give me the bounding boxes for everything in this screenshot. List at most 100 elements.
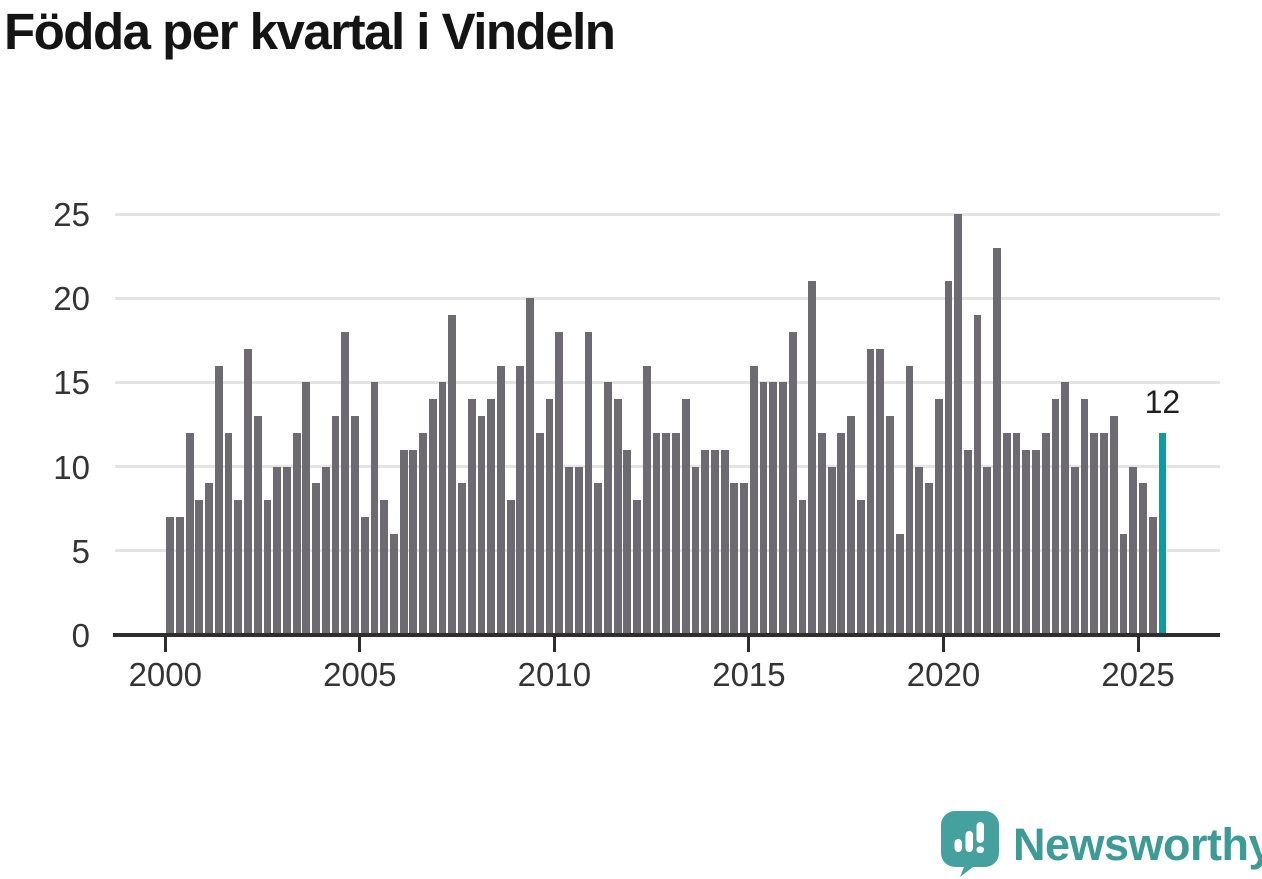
bar bbox=[594, 483, 603, 635]
bar bbox=[749, 365, 758, 635]
x-axis-tick bbox=[163, 637, 167, 652]
bar bbox=[302, 382, 311, 635]
bar bbox=[244, 348, 252, 635]
bar bbox=[1002, 432, 1011, 635]
x-axis-label: 2010 bbox=[517, 656, 592, 693]
bar bbox=[458, 483, 466, 635]
bar bbox=[1051, 399, 1060, 635]
bar bbox=[847, 416, 856, 635]
bar bbox=[399, 449, 408, 635]
bar bbox=[253, 416, 262, 635]
value-annotation: 12 bbox=[1144, 383, 1181, 420]
x-axis-label: 2005 bbox=[323, 656, 397, 693]
y-axis-label: 5 bbox=[71, 532, 90, 570]
bar bbox=[1129, 466, 1138, 635]
bar bbox=[195, 500, 204, 635]
bar bbox=[438, 382, 447, 635]
bar bbox=[574, 466, 583, 635]
bar bbox=[467, 399, 476, 635]
bar bbox=[166, 517, 175, 635]
bar bbox=[779, 382, 787, 635]
bar bbox=[652, 432, 661, 635]
bar bbox=[730, 483, 739, 635]
bar bbox=[273, 466, 282, 635]
bar bbox=[662, 432, 671, 635]
highlighted-bar bbox=[1158, 432, 1167, 635]
bar bbox=[613, 399, 622, 635]
bar bbox=[185, 432, 194, 635]
bar bbox=[711, 449, 719, 635]
newsworthy-icon bbox=[941, 811, 999, 877]
x-axis-label: 2015 bbox=[712, 656, 786, 693]
bar bbox=[808, 281, 817, 635]
bar bbox=[321, 466, 330, 635]
bar bbox=[205, 483, 213, 635]
bar bbox=[954, 214, 963, 635]
bar bbox=[973, 315, 982, 635]
bar bbox=[1148, 517, 1157, 635]
bar bbox=[827, 466, 836, 635]
bar bbox=[360, 517, 369, 635]
brand-name: Newsworthy bbox=[1013, 818, 1262, 870]
bar bbox=[925, 483, 933, 635]
bar bbox=[584, 331, 593, 635]
bar bbox=[214, 365, 223, 635]
bar bbox=[224, 432, 233, 635]
bar bbox=[292, 432, 301, 635]
bar bbox=[604, 382, 612, 635]
bar bbox=[1080, 399, 1089, 635]
bar bbox=[1109, 416, 1118, 635]
bar bbox=[769, 382, 778, 635]
y-axis-label: 0 bbox=[71, 617, 90, 654]
bar bbox=[1032, 449, 1040, 635]
y-axis-label: 20 bbox=[53, 280, 90, 318]
bar bbox=[506, 500, 515, 635]
bar bbox=[1070, 466, 1079, 635]
bar bbox=[1012, 432, 1021, 635]
bar bbox=[526, 298, 534, 635]
bar bbox=[176, 517, 184, 635]
bar bbox=[535, 432, 544, 635]
bar bbox=[1090, 432, 1099, 635]
x-axis-label: 2000 bbox=[128, 656, 202, 693]
bar bbox=[428, 399, 437, 635]
bar bbox=[944, 281, 953, 635]
bar bbox=[798, 500, 807, 635]
bar bbox=[487, 399, 496, 635]
x-axis-label: 2025 bbox=[1101, 656, 1175, 693]
bar bbox=[283, 466, 291, 635]
bar bbox=[740, 483, 749, 635]
bar bbox=[866, 348, 875, 635]
y-axis-label: 15 bbox=[53, 364, 90, 402]
bar bbox=[934, 399, 943, 635]
bar bbox=[565, 466, 573, 635]
bar bbox=[915, 466, 924, 635]
bar bbox=[312, 483, 320, 635]
bar bbox=[497, 365, 505, 635]
bar bbox=[876, 348, 885, 635]
bar bbox=[1119, 533, 1128, 635]
bar bbox=[234, 500, 243, 635]
bar bbox=[380, 500, 389, 635]
x-axis-line bbox=[113, 633, 1220, 637]
bar bbox=[1061, 382, 1070, 635]
bar bbox=[895, 533, 904, 635]
bar bbox=[1022, 449, 1031, 635]
bar bbox=[759, 382, 768, 635]
bar bbox=[633, 500, 642, 635]
bar bbox=[545, 399, 554, 635]
bar bbox=[555, 331, 564, 635]
bar bbox=[351, 416, 359, 635]
brand-logo: Newsworthy bbox=[941, 811, 1262, 877]
x-axis-tick bbox=[747, 637, 751, 652]
bar bbox=[993, 247, 1001, 635]
y-axis-label: 10 bbox=[53, 448, 90, 486]
bar bbox=[370, 382, 379, 635]
bar bbox=[642, 365, 651, 635]
x-axis-tick bbox=[942, 637, 945, 652]
bar bbox=[886, 416, 894, 635]
bar bbox=[477, 416, 486, 635]
bar bbox=[856, 500, 865, 635]
